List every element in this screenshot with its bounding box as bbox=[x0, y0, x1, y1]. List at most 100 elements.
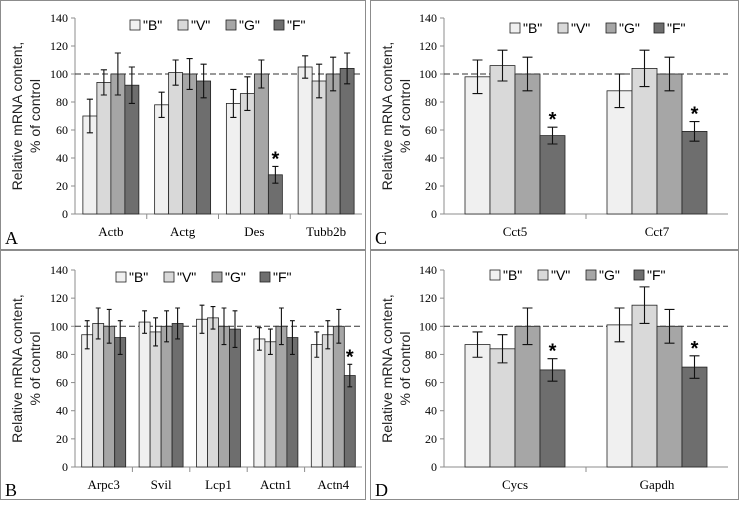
legend: "B" "V" "G" "F" bbox=[115, 269, 292, 285]
significance-star: * bbox=[346, 346, 354, 368]
legend-label-g: "G" bbox=[619, 20, 640, 36]
error-bar bbox=[522, 307, 533, 346]
bar-gapdh-g bbox=[656, 325, 683, 468]
y-tick-label: 40 bbox=[425, 404, 437, 418]
y-axis-label: Relative mRNA content,% of control bbox=[379, 42, 413, 191]
legend-swatch-v bbox=[163, 271, 175, 283]
panel-B: 0 20 40 60 80 100 120 140 Arpc3 Svil Lcp1 Actn1 * Act… bbox=[0, 250, 366, 500]
error-bar bbox=[95, 307, 101, 340]
y-tick-label: 40 bbox=[425, 151, 437, 165]
y-tick-label: 80 bbox=[425, 95, 437, 109]
bar-cct5-v bbox=[489, 65, 516, 215]
bar-cct5-f bbox=[539, 135, 566, 215]
x-category-label: Cct5 bbox=[503, 224, 528, 239]
x-category-label: Cycs bbox=[502, 477, 528, 492]
bar-cycs-g bbox=[514, 325, 541, 468]
legend-swatch-v bbox=[537, 269, 549, 281]
error-bar bbox=[289, 320, 295, 355]
error-bar bbox=[472, 331, 483, 358]
bar-svil-v bbox=[149, 331, 162, 468]
legend-swatch-b bbox=[509, 22, 521, 34]
y-tick-label: 120 bbox=[419, 291, 437, 305]
error-bar bbox=[186, 58, 193, 90]
error-bar bbox=[158, 91, 165, 118]
error-bar bbox=[497, 334, 508, 364]
y-tick-label: 60 bbox=[425, 376, 437, 390]
y-tick-label: 140 bbox=[419, 11, 437, 25]
legend-label-v: "V" bbox=[551, 267, 570, 283]
error-bar bbox=[100, 69, 107, 96]
error-bar bbox=[664, 56, 675, 92]
bar-actb-v bbox=[96, 82, 112, 215]
y-tick-label: 20 bbox=[425, 432, 437, 446]
error-bar bbox=[639, 49, 650, 88]
error-bar bbox=[84, 320, 90, 350]
x-category-label: Des bbox=[244, 224, 264, 239]
significance-star: * bbox=[549, 109, 557, 131]
y-tick-label: 80 bbox=[425, 347, 437, 361]
bar-cct7-v bbox=[631, 68, 658, 215]
error-bar bbox=[256, 327, 262, 351]
bar-actg-g bbox=[182, 73, 198, 215]
y-tick-label: 20 bbox=[425, 179, 437, 193]
legend: "B" "V" "G" "F" bbox=[509, 20, 686, 36]
legend-label-v: "V" bbox=[191, 17, 210, 33]
error-bar bbox=[344, 52, 351, 85]
error-bar bbox=[267, 328, 273, 355]
error-bar bbox=[689, 121, 700, 142]
error-bar bbox=[547, 126, 558, 145]
legend-label-b: "B" bbox=[143, 17, 162, 33]
legend-swatch-f bbox=[633, 269, 645, 281]
bar-actn4-f bbox=[343, 375, 356, 468]
bar-gapdh-b bbox=[606, 324, 633, 468]
bar-cycs-v bbox=[489, 348, 516, 468]
y-tick-label: 40 bbox=[56, 151, 68, 165]
error-bar bbox=[272, 165, 279, 184]
error-bar bbox=[86, 98, 93, 134]
error-bar bbox=[336, 308, 342, 344]
panel-C: 0 20 40 60 80 100 120 140 * Cct5 * Cct7 Relative mRN… bbox=[370, 0, 739, 250]
error-bar bbox=[316, 63, 323, 99]
bar-svil-g bbox=[160, 325, 173, 468]
y-tick-label: 80 bbox=[56, 347, 68, 361]
bar-tubb2b-b bbox=[297, 66, 313, 215]
y-tick-label: 120 bbox=[50, 39, 68, 53]
error-bar bbox=[347, 363, 353, 388]
error-bar bbox=[314, 331, 320, 358]
y-tick-label: 100 bbox=[419, 319, 437, 333]
error-bar bbox=[497, 49, 508, 82]
legend-label-b: "B" bbox=[523, 20, 542, 36]
y-axis-label-line1: Relative mRNA content, bbox=[9, 294, 25, 443]
bar-cct5-b bbox=[464, 76, 491, 215]
x-category-label: Actn1 bbox=[260, 477, 292, 492]
legend-label-g: "G" bbox=[225, 269, 246, 285]
bar-tubb2b-v bbox=[311, 80, 327, 215]
legend-label-f: "F" bbox=[667, 20, 686, 36]
bar-cct7-g bbox=[656, 73, 683, 215]
panel-A: 0 20 40 60 80 100 120 140 Actb Actg * Des Tubb2b Rela… bbox=[0, 0, 366, 250]
bar-actg-b bbox=[154, 104, 170, 215]
bar-des-g bbox=[253, 73, 269, 215]
y-axis-label-line1: Relative mRNA content, bbox=[9, 42, 25, 191]
panel-letter: A bbox=[5, 228, 18, 248]
bar-arpc3-b bbox=[81, 334, 94, 468]
bar-tubb2b-g bbox=[325, 73, 341, 215]
bar-lcp1-b bbox=[196, 318, 208, 468]
y-tick-label: 80 bbox=[56, 95, 68, 109]
legend-swatch-f bbox=[259, 271, 271, 283]
bar-svil-b bbox=[138, 321, 151, 468]
error-bar bbox=[128, 66, 135, 104]
error-bar bbox=[639, 286, 650, 325]
error-bar bbox=[230, 88, 237, 118]
y-axis-label: Relative mRNA content,% of control bbox=[9, 294, 43, 443]
legend-label-f: "F" bbox=[647, 267, 666, 283]
y-axis-label-line2: % of control bbox=[27, 332, 43, 406]
y-tick-label: 60 bbox=[56, 376, 68, 390]
legend-label-v: "V" bbox=[571, 20, 590, 36]
legend-label-v: "V" bbox=[177, 269, 196, 285]
x-category-label: Actg bbox=[170, 224, 196, 239]
x-category-label: Cct7 bbox=[645, 224, 670, 239]
error-bar bbox=[142, 310, 148, 334]
y-axis-label-line2: % of control bbox=[397, 332, 413, 406]
